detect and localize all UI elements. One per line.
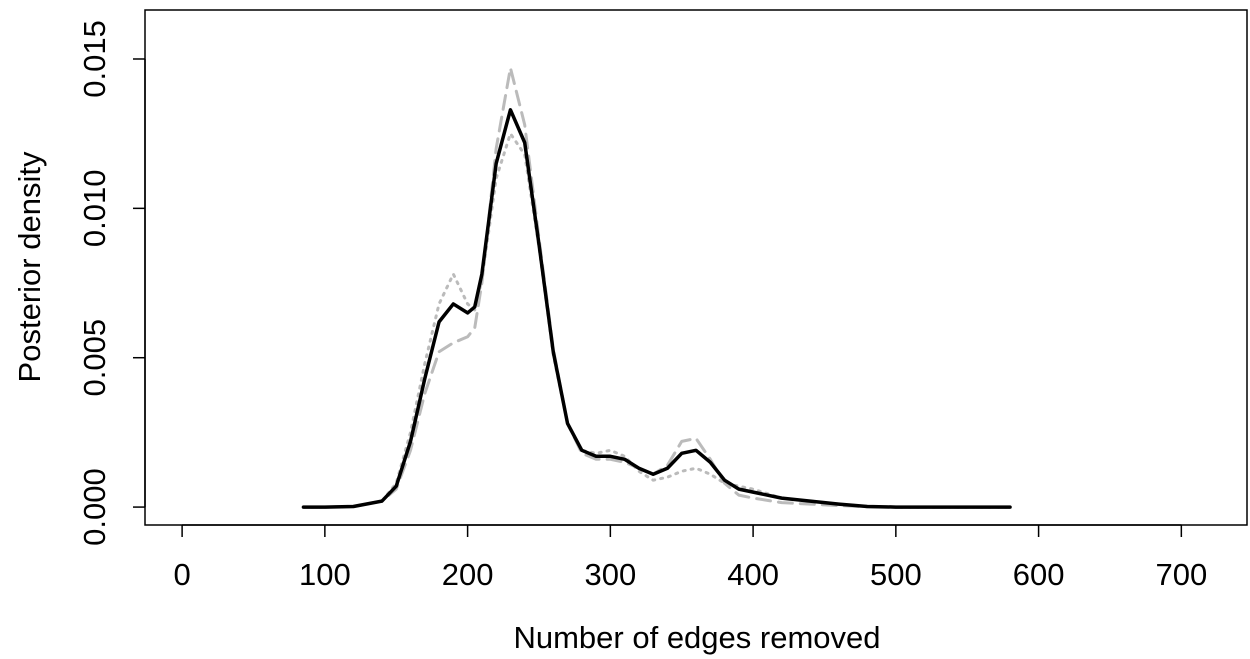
y-tick-label: 0.015 xyxy=(77,20,112,98)
series-line xyxy=(301,108,1012,509)
y-axis-title: Posterior density xyxy=(12,151,47,382)
x-tick-label: 700 xyxy=(1155,557,1207,592)
y-tick-label: 0.005 xyxy=(77,319,112,397)
y-tick-label: 0.010 xyxy=(77,170,112,248)
x-tick-label: 600 xyxy=(1013,557,1065,592)
x-tick-label: 0 xyxy=(173,557,190,592)
x-tick-label: 200 xyxy=(442,557,494,592)
x-tick-label: 500 xyxy=(870,557,922,592)
x-axis-title: Number of edges removed xyxy=(513,620,880,655)
x-tick-label: 300 xyxy=(584,557,636,592)
plot-frame xyxy=(144,9,1248,526)
series-line xyxy=(301,66,1012,509)
x-tick-label: 400 xyxy=(727,557,779,592)
y-tick-label: 0.000 xyxy=(77,468,112,546)
x-tick-label: 100 xyxy=(299,557,351,592)
